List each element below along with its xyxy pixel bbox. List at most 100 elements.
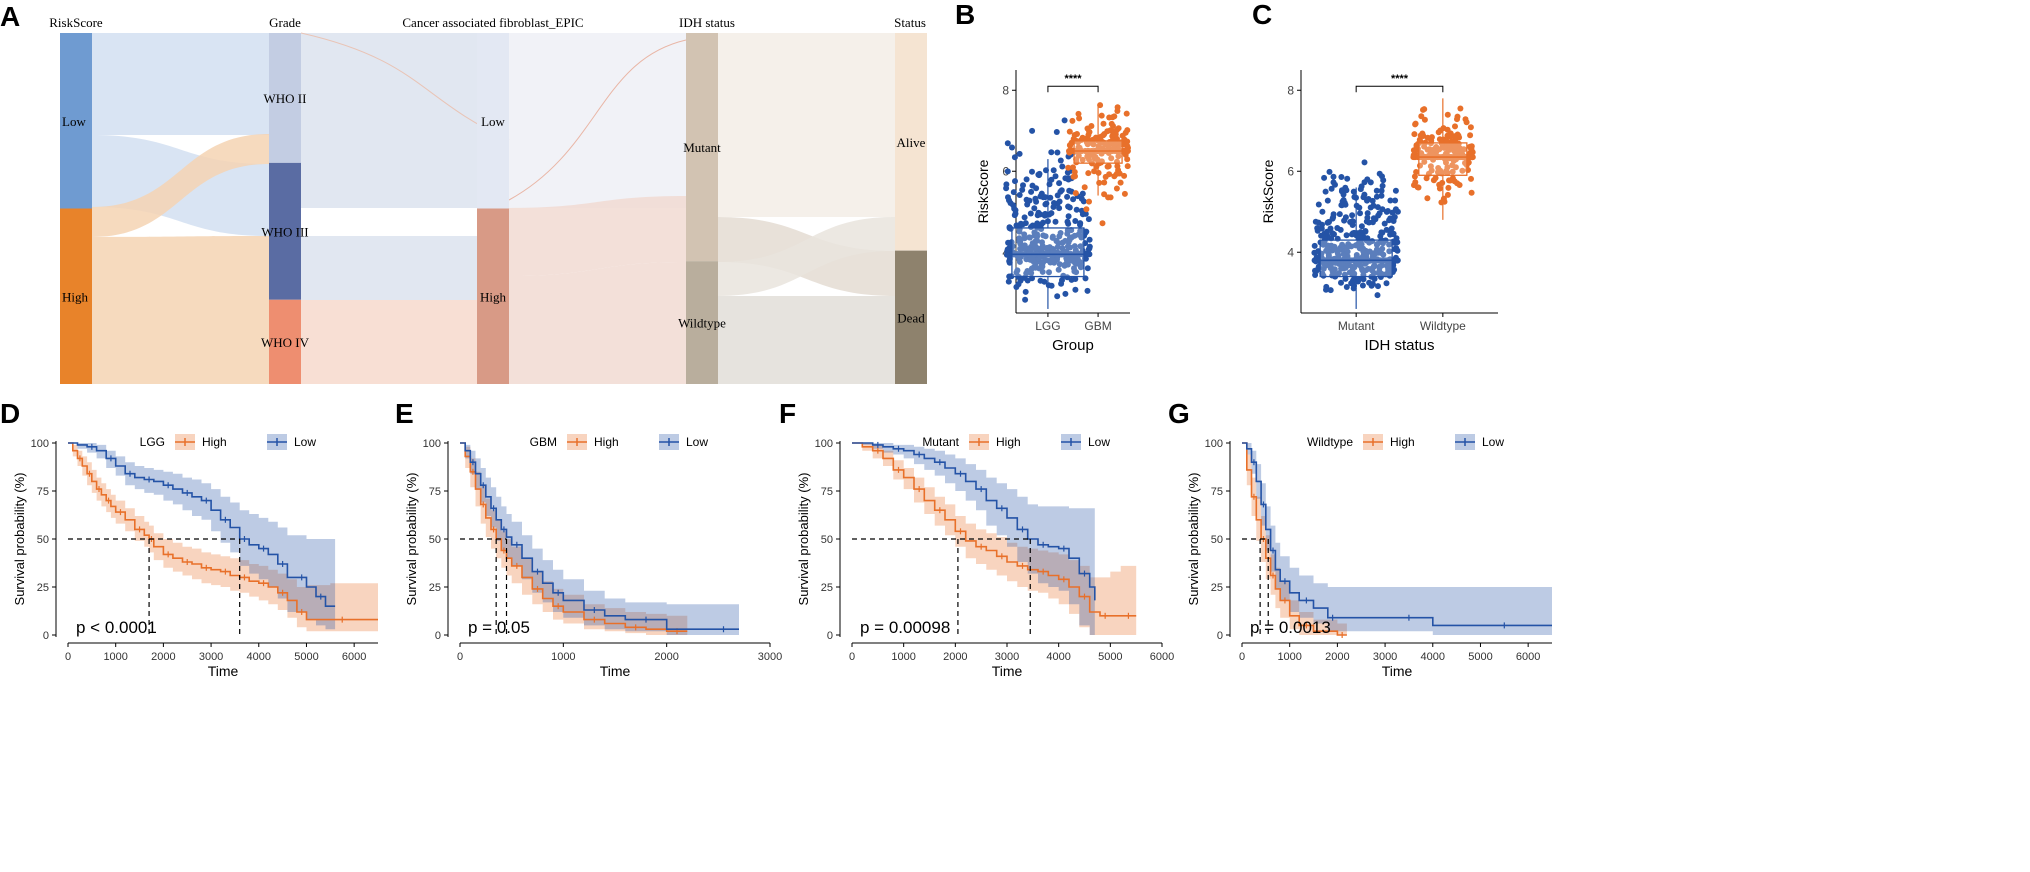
data-point [1086, 128, 1093, 135]
data-point [1111, 173, 1118, 180]
data-point [1108, 120, 1115, 127]
confidence-band-high [852, 443, 1137, 635]
data-point [1342, 214, 1349, 221]
data-point [1075, 152, 1082, 159]
data-point [1378, 187, 1385, 194]
data-point [1103, 141, 1110, 148]
data-point [1324, 197, 1331, 204]
data-point [1060, 272, 1067, 279]
data-point [1072, 173, 1078, 180]
data-point [1021, 242, 1028, 249]
y-tick-label: 25 [1211, 582, 1223, 594]
data-point [1033, 185, 1040, 192]
data-point [1096, 179, 1103, 186]
survival-curve-low [1242, 442, 1552, 627]
sankey-node-label: Mutant [683, 140, 721, 155]
data-point [1042, 210, 1049, 217]
data-point [1383, 226, 1390, 233]
data-point [1122, 141, 1129, 148]
data-point [1373, 193, 1380, 200]
x-tick-label: 4000 [1046, 651, 1070, 663]
x-tick-label: Mutant [1338, 319, 1375, 333]
data-point [1370, 215, 1377, 222]
data-point [1056, 205, 1063, 212]
data-point [1072, 286, 1079, 293]
legend-label-high: High [1390, 435, 1415, 449]
y-tick-label: 6 [1287, 164, 1294, 178]
data-point [1114, 163, 1121, 170]
survival-curve-low [460, 442, 739, 630]
data-point [1031, 205, 1038, 212]
data-point [1411, 173, 1418, 180]
box-lgg [1011, 227, 1085, 278]
data-point [1098, 112, 1105, 119]
data-point [1380, 177, 1387, 184]
confidence-band-low [68, 443, 336, 630]
data-point [1437, 127, 1444, 134]
data-point [1071, 243, 1078, 250]
data-point [1046, 269, 1052, 276]
data-point [1056, 198, 1063, 205]
data-point [1411, 131, 1418, 138]
sankey-node-label: Dead [897, 310, 925, 325]
data-point [1371, 262, 1378, 269]
data-point [1424, 146, 1431, 153]
data-point [1101, 191, 1108, 198]
data-point [1123, 110, 1130, 117]
data-point [1085, 170, 1092, 177]
data-point [1004, 140, 1011, 147]
data-point [1444, 111, 1451, 118]
data-point [1342, 201, 1349, 208]
data-point [1045, 282, 1052, 289]
y-tick-label: 100 [423, 438, 441, 450]
data-point [1449, 168, 1456, 175]
data-point [1349, 212, 1356, 219]
data-point [1327, 287, 1334, 294]
data-point [1389, 269, 1396, 275]
data-point [1372, 250, 1379, 257]
data-point [1117, 179, 1124, 186]
data-point [1428, 167, 1435, 174]
data-point [1392, 187, 1399, 194]
data-point [1032, 242, 1039, 249]
data-point [1091, 168, 1098, 175]
data-point [1376, 263, 1383, 270]
data-point [1124, 163, 1131, 170]
data-point [1429, 150, 1435, 157]
data-point [1053, 129, 1060, 135]
data-point [1417, 132, 1424, 139]
boxplot-group: 468RiskScoreLGGGBMGroup**** [975, 70, 1131, 354]
data-point [1124, 156, 1131, 163]
data-point [1338, 279, 1344, 286]
sankey-axis-title: Grade [269, 15, 301, 30]
panel-letter-g: G [1168, 398, 1190, 429]
data-point [1421, 158, 1428, 165]
data-point [1369, 197, 1376, 204]
data-point [1444, 191, 1451, 198]
data-point [1468, 145, 1474, 152]
data-point [1072, 218, 1079, 224]
data-point [1446, 147, 1452, 153]
data-point [1383, 280, 1390, 287]
data-point [1066, 187, 1073, 194]
data-point [1320, 272, 1327, 279]
p-value: p = 0.0013 [1250, 618, 1331, 637]
data-point [1322, 188, 1329, 195]
data-point [1421, 116, 1428, 123]
x-tick-label: 1000 [1277, 651, 1301, 663]
x-tick-label: 1000 [103, 651, 127, 663]
data-point [1412, 179, 1419, 186]
data-point [1027, 210, 1034, 217]
data-point [1004, 168, 1011, 175]
y-tick-label: 75 [37, 486, 49, 498]
y-tick-label: 25 [821, 582, 833, 594]
survival-curve-low [68, 442, 336, 607]
x-tick-label: 6000 [1150, 651, 1174, 663]
box-gbm [1073, 140, 1123, 164]
data-point [1037, 277, 1044, 284]
sankey-node-low [60, 33, 92, 209]
data-point [1119, 132, 1126, 139]
boxplot-idh: 4 6 8 RiskScore Mutant Wildtype IDH status **** [1260, 70, 1498, 354]
x-tick-label: 2000 [654, 651, 678, 663]
